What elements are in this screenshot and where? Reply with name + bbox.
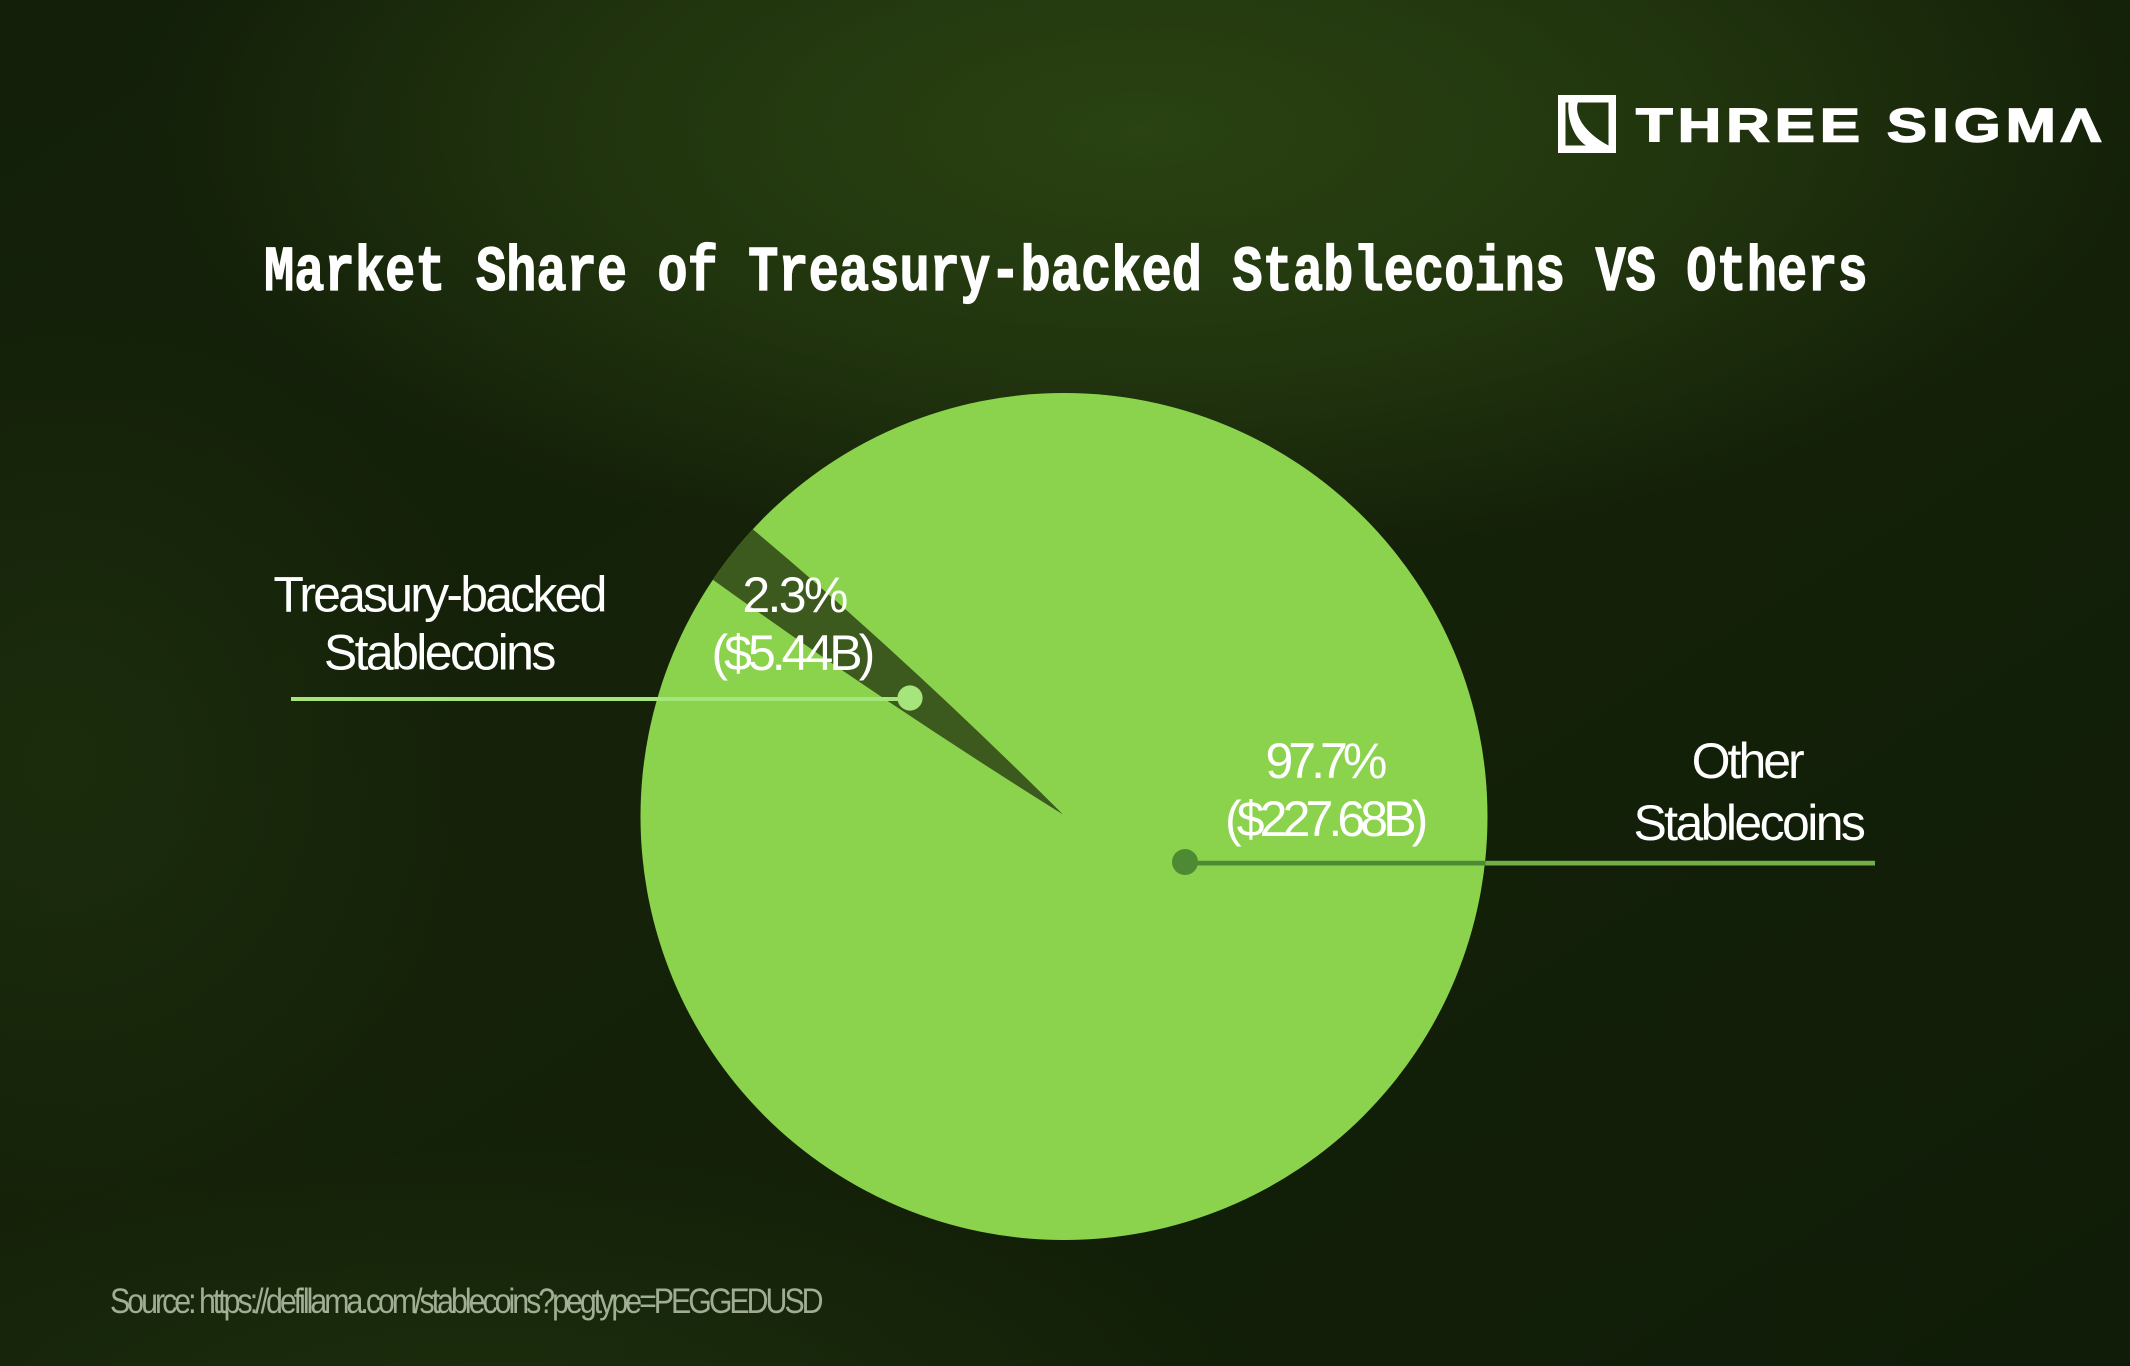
svg-text:($227.68B): ($227.68B) — [1225, 791, 1426, 847]
svg-text:THREE SIGMΛ: THREE SIGMΛ — [1636, 100, 2106, 152]
svg-text:Market Share of Treasury-backe: Market Share of Treasury-backed Stableco… — [264, 238, 1868, 310]
svg-text:97.7%: 97.7% — [1266, 733, 1386, 789]
svg-text:Treasury-backed: Treasury-backed — [273, 567, 604, 623]
svg-text:Source: https://defillama.com/: Source: https://defillama.com/stablecoin… — [110, 1281, 823, 1321]
svg-text:Stablecoins: Stablecoins — [324, 625, 555, 681]
svg-text:Stablecoins: Stablecoins — [1633, 795, 1864, 851]
svg-text:Other: Other — [1692, 733, 1804, 789]
svg-text:($5.44B): ($5.44B) — [712, 625, 873, 681]
svg-text:2.3%: 2.3% — [742, 567, 846, 623]
